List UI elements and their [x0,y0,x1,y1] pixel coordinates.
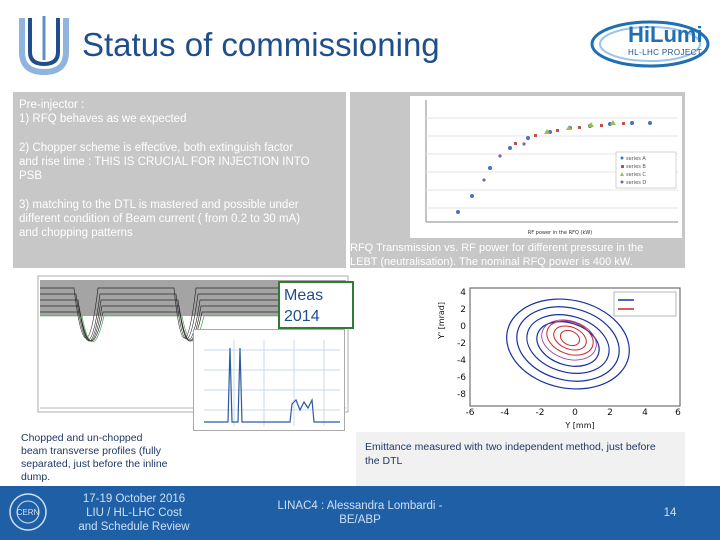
emittance-xtick: -6 [466,408,475,418]
emittance-xtick: 2 [607,408,613,418]
measurement-label-line-1: Meas [284,287,324,304]
rfq-caption-line-2: LEBT (neutralisation). The nominal RFQ p… [350,256,633,268]
emittance-ytick: 2 [460,305,466,315]
svg-text:series C: series C [626,172,646,178]
preinjector-item-2-line-1: 2) Chopper scheme is effective, both ext… [19,142,294,154]
preinjector-item-1: 1) RFQ behaves as we expected [19,113,187,125]
svg-text:series A: series A [626,156,646,162]
preinjector-item-2-line-2: and rise time : THIS IS CRUCIAL FOR INJE… [19,156,310,168]
footer-author-line-2: BE/ABP [339,514,381,526]
footer-event-line-3: and Schedule Review [78,521,190,533]
emittance-plot: 4 2 0 -2 -4 -6 -8 -6 -4 -2 0 2 4 6 Y' [m… [430,282,685,432]
footer-event-line-1: 17-19 October 2016 [82,493,186,505]
page-title: Status of commissioning [82,26,440,63]
preinjector-heading: Pre-injector : [19,99,85,111]
rfq-caption: RFQ Transmission vs. RF power for differ… [350,241,682,269]
hilumi-logo-text: HiLumi [628,22,703,47]
hilumi-logo: HiLumi HL-LHC PROJECT [588,14,712,70]
profiles-caption-line-1: Chopped and un-chopped [21,432,143,444]
emittance-xtick: -4 [501,408,510,418]
project-u-logo [19,16,69,76]
svg-text:series D: series D [626,180,646,186]
profiles-caption-line-4: dump. [21,471,51,483]
preinjector-item-3-line-3: and chopping patterns [19,227,133,239]
preinjector-item-2-line-3: PSB [19,170,43,182]
emittance-ytick: 4 [460,288,466,298]
rfq-transmission-plot: series A series B series C series D RF p… [410,96,682,238]
emittance-ytick: 0 [460,322,466,332]
emittance-ytick: -2 [457,339,466,349]
profiles-caption-line-3: separated, just before the inline [21,458,168,470]
footer-author-line-1: LINAC4 : Alessandra Lombardi - [277,500,443,512]
profiles-caption: Chopped and un-chopped beam transverse p… [21,432,181,484]
svg-text:series B: series B [626,164,646,170]
emittance-xtick: -2 [536,408,545,418]
profiles-caption-line-2: beam transverse profiles (fully [21,445,162,457]
emittance-caption-box [356,432,685,486]
emittance-xtick: 4 [642,408,648,418]
panel-divider [346,92,350,268]
footer-event-line-2: LIU / HL-LHC Cost [86,507,182,519]
hilumi-logo-subtitle: HL-LHC PROJECT [628,48,703,57]
page-number: 14 [663,507,677,519]
measurement-year-label: Meas 2014 [278,281,354,329]
rfq-plot-xlabel: RF power in the RFQ (kW) [528,230,593,236]
measurement-label-line-2: 2014 [284,308,320,325]
profile-inset-plot [193,329,345,431]
emittance-caption: Emittance measured with two independent … [365,440,680,468]
emittance-xtick: 6 [675,408,681,418]
rfq-caption-line-1: RFQ Transmission vs. RF power for differ… [350,242,644,254]
footer-bar [0,486,720,540]
emittance-xlabel: Y [mm] [564,421,594,430]
cern-logo-text: CERN [17,508,40,517]
emittance-ytick: -6 [457,373,466,383]
emittance-ytick: -4 [457,356,466,366]
emittance-caption-line-1: Emittance measured with two independent … [365,441,656,453]
emittance-ytick: -8 [457,390,466,400]
profiles-caption-box [13,430,183,486]
emittance-xtick: 0 [572,408,578,418]
preinjector-item-3-line-1: 3) matching to the DTL is mastered and p… [19,199,299,211]
cern-logo: CERN [9,493,47,531]
preinjector-item-3-line-2: different condition of Beam current ( fr… [19,213,301,225]
emittance-ylabel: Y' [mrad] [437,302,446,340]
emittance-caption-line-2: the DTL [365,455,403,467]
